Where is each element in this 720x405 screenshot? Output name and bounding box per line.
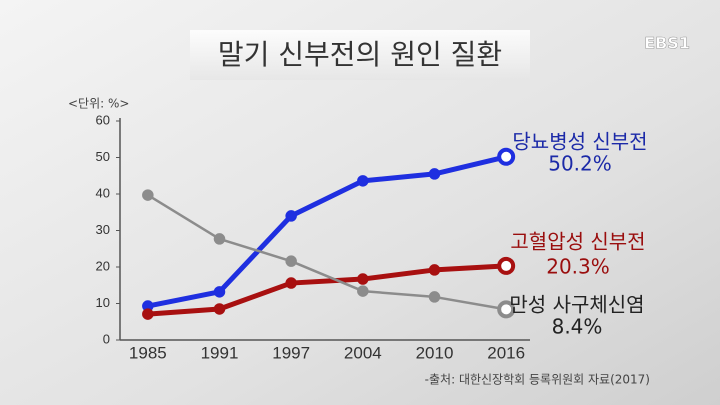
- point-marker: [213, 303, 226, 315]
- point-marker: [428, 291, 441, 303]
- chart-title: 말기 신부전의 원인 질환: [218, 38, 502, 71]
- title-banner: [190, 30, 530, 80]
- value-label: 20.3%: [546, 255, 610, 279]
- y-tick-label: 60: [96, 112, 110, 127]
- series-label: 만성 사구체신염: [509, 293, 644, 317]
- x-tick-label: 1997: [272, 343, 310, 362]
- value-label: 8.4%: [552, 315, 603, 339]
- logo: EBS1: [644, 34, 690, 53]
- series-label: 고혈압성 신부전: [510, 230, 645, 254]
- point-marker: [357, 285, 369, 297]
- y-tick-label: 0: [103, 331, 110, 346]
- point-marker: [428, 168, 441, 180]
- x-tick-label: 1991: [201, 343, 239, 362]
- series-line: [147, 194, 507, 311]
- x-tick-label: 2010: [416, 343, 454, 362]
- x-tick-label: 1985: [129, 343, 167, 362]
- unit-label: <단위: %>: [68, 97, 129, 111]
- point-marker: [497, 300, 516, 319]
- x-tick-label: 2016: [487, 343, 525, 362]
- point-marker: [428, 264, 441, 276]
- point-marker: [357, 175, 369, 187]
- point-marker: [213, 233, 226, 245]
- point-marker: [142, 189, 154, 201]
- y-tick-label: 10: [96, 295, 110, 310]
- series-line: [147, 263, 507, 317]
- series-line: [147, 154, 507, 309]
- point-marker: [213, 286, 226, 298]
- series-label: 당뇨병성 신부전: [512, 130, 647, 154]
- point-marker: [285, 277, 297, 289]
- y-tick-label: 50: [96, 149, 110, 164]
- source-note: -출처: 대한신장학회 등록위원회 자료(2017): [425, 373, 650, 387]
- point-marker: [357, 273, 369, 285]
- y-tick-label: 20: [96, 258, 110, 273]
- point-marker: [285, 210, 297, 222]
- point-marker: [285, 255, 297, 267]
- point-marker: [142, 308, 154, 320]
- point-marker: [497, 256, 516, 275]
- value-label: 50.2%: [548, 152, 612, 176]
- x-tick-label: 2004: [344, 343, 382, 362]
- point-marker: [497, 147, 516, 166]
- y-tick-label: 30: [96, 222, 110, 237]
- y-tick-label: 40: [96, 185, 110, 200]
